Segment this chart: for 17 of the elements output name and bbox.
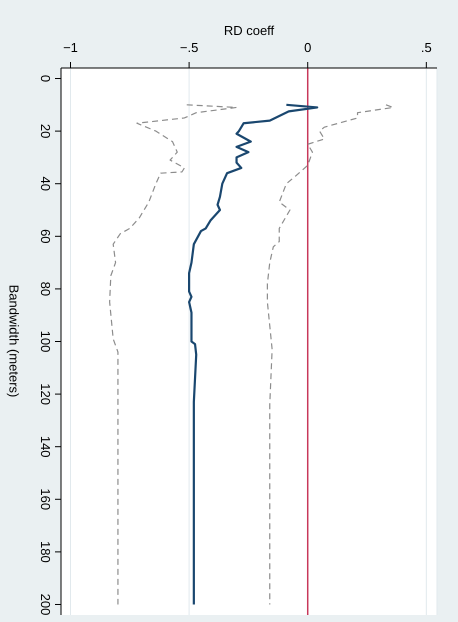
y-tick-label: 200 <box>38 594 53 616</box>
x-tick-label: .5 <box>420 40 432 55</box>
y-tick-label: 60 <box>38 229 53 244</box>
x-tick-label: −1 <box>63 40 78 55</box>
y-tick-label: 100 <box>38 330 53 352</box>
y-tick-label: 160 <box>38 488 53 510</box>
x-tick-label: 0 <box>304 40 312 55</box>
y-tick-label: 140 <box>38 436 53 458</box>
y-tick-label: 120 <box>38 383 53 405</box>
y-tick-label: 0 <box>38 74 53 82</box>
y-tick-label: 180 <box>38 541 53 563</box>
y-tick-label: 40 <box>38 176 53 191</box>
y-tick-label: 20 <box>38 124 53 138</box>
x-axis-title: RD coeff <box>224 23 275 38</box>
y-axis-title: Bandwidth (meters) <box>6 284 22 398</box>
x-tick-label: −.5 <box>180 40 198 55</box>
y-tick-label: 80 <box>38 282 53 296</box>
